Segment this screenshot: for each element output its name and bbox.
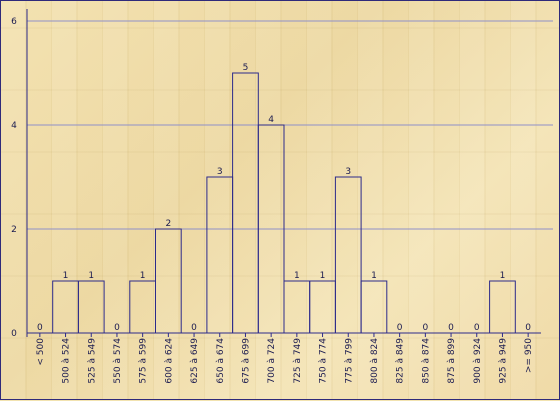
grid-layer	[27, 20, 553, 230]
bar-value-label: 2	[165, 219, 171, 229]
y-tick-label: 4	[11, 121, 17, 131]
bar-value-label: 1	[88, 271, 94, 281]
bar-value-label: 0	[525, 323, 531, 333]
x-category-label: 500 à 524	[62, 338, 72, 384]
x-category-label: 675 à 699	[241, 338, 251, 384]
bar-value-label: 0	[397, 323, 403, 333]
histogram-bar	[283, 280, 311, 334]
x-category-label: < 500	[36, 338, 46, 366]
bar-value-label: 1	[500, 271, 506, 281]
labels-layer: 0 2 4 6 0 < 500 1 500 à 524 1 525 à 549 0 550 à 574…	[11, 17, 534, 384]
x-category-label: 700 à 724	[267, 338, 277, 384]
x-category-label: 800 à 824	[370, 338, 380, 384]
x-category-label: 600 à 624	[164, 338, 174, 384]
bar-value-label: 1	[294, 271, 300, 281]
x-category-label: 900 à 924	[473, 338, 483, 384]
x-category-label: 750 à 774	[319, 338, 329, 384]
x-category-label: 625 à 649	[190, 338, 200, 384]
y-tick-label: 2	[11, 225, 17, 235]
bar-value-label: 0	[37, 323, 43, 333]
bar-value-label: 1	[371, 271, 377, 281]
bar-value-label: 1	[63, 271, 69, 281]
bar-value-label: 5	[243, 63, 249, 73]
x-category-label: 650 à 674	[216, 338, 226, 384]
histogram-bar	[77, 280, 105, 334]
histogram-bar	[232, 72, 259, 334]
histogram-bar	[129, 280, 157, 334]
x-category-label: 925 à 949	[498, 338, 508, 384]
bar-value-label: 0	[448, 323, 454, 333]
bars-layer	[52, 72, 516, 334]
bar-value-label: 1	[320, 271, 326, 281]
bar-value-label: 0	[474, 323, 480, 333]
histogram-bar	[360, 280, 388, 334]
x-category-label: >= 950	[524, 338, 534, 373]
bar-value-label: 0	[422, 323, 428, 333]
bar-value-label: 4	[268, 115, 274, 125]
histogram-bar	[309, 280, 336, 334]
histogram-bar	[155, 228, 182, 334]
y-tick-label: 0	[11, 329, 17, 339]
x-category-label: 550 à 574	[113, 338, 123, 384]
x-category-label: 725 à 749	[293, 338, 303, 384]
x-category-label: 875 à 899	[447, 338, 457, 384]
histogram-bar	[52, 280, 79, 334]
histogram-bar	[489, 280, 516, 334]
x-category-label: 775 à 799	[344, 338, 354, 384]
bar-value-label: 3	[345, 167, 351, 177]
bar-value-label: 0	[191, 323, 197, 333]
bar-value-label: 0	[114, 323, 120, 333]
x-category-label: 575 à 599	[139, 338, 149, 384]
bar-value-label: 1	[140, 271, 146, 281]
bar-value-label: 3	[217, 167, 223, 177]
x-category-label: 825 à 849	[396, 338, 406, 384]
histogram-bar	[206, 176, 234, 334]
y-tick-label: 6	[11, 17, 17, 27]
histogram-bar	[334, 176, 362, 334]
x-category-label: 525 à 549	[87, 338, 97, 384]
axis-layer	[26, 9, 541, 337]
x-category-label: 850 à 874	[421, 338, 431, 384]
